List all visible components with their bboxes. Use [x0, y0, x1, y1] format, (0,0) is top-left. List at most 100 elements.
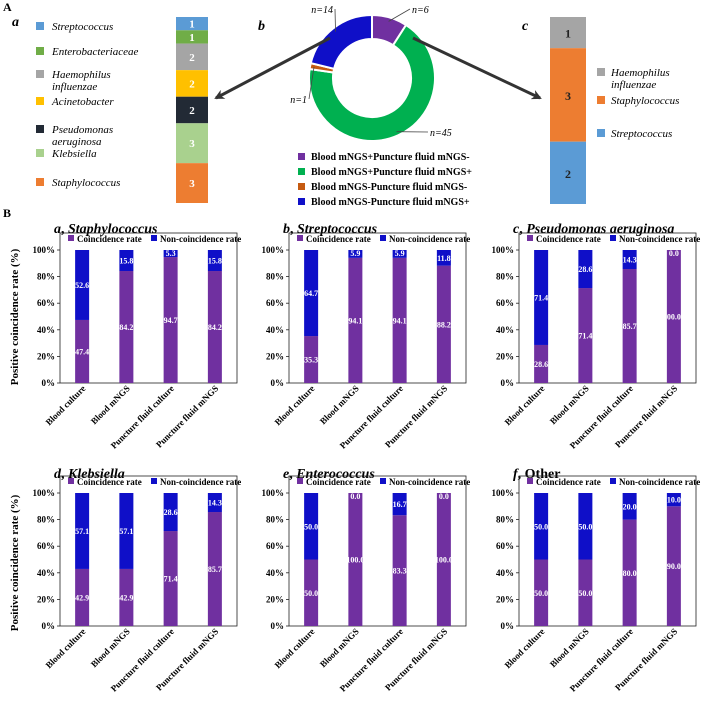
legend-swatch-coincidence	[297, 478, 303, 484]
y-tick-label: 0%	[42, 378, 56, 388]
y-axis-label-row1: Positive coincidence rate (%)	[9, 248, 21, 385]
chart-title: f, Other	[513, 467, 560, 482]
y-tick-label: 20%	[496, 351, 514, 361]
bar-value-coincidence: 100.0	[435, 556, 453, 565]
panel-b: b n=6 n=45 n=1 n=14 Blood mNGS+Puncture flu…	[258, 5, 472, 208]
bar-non-coincidence	[436, 250, 451, 266]
panel-a-stacked-bar: 11 2 2 2 3 3	[176, 17, 208, 203]
bar-value-coincidence: 00.0	[667, 313, 681, 322]
y-tick-label: 0%	[271, 621, 285, 631]
y-tick-label: 80%	[496, 272, 514, 282]
x-tick-label: Blood culture	[273, 383, 317, 427]
bar-coincidence	[622, 269, 637, 383]
legend-label: Staphylococcus	[611, 95, 679, 107]
arrow-to-panel-a	[214, 36, 331, 100]
chart-title: d, Klebsiella	[54, 467, 125, 482]
donut-leader-line	[308, 66, 315, 100]
bar-coincidence	[534, 559, 549, 626]
donut-count-label: n=6	[412, 5, 429, 16]
y-tick-label: 0%	[501, 378, 515, 388]
y-tick-label: 40%	[266, 568, 284, 578]
bar-non-coincidence	[304, 250, 319, 337]
x-tick-label: Blood culture	[503, 626, 547, 670]
x-tick-label: Blood mNGS	[89, 626, 132, 669]
stack-value-label: 2	[565, 167, 571, 181]
bar-coincidence	[163, 531, 178, 626]
legend-label-coincidence: Coincidence rate	[77, 477, 142, 487]
arrow-to-panel-c	[412, 36, 542, 100]
bar-value-non-coincidence: 20.0	[623, 502, 637, 511]
legend-swatch-coincidence	[297, 235, 303, 241]
legend-label-coincidence: Coincidence rate	[536, 234, 601, 244]
legend-label-coincidence: Coincidence rate	[536, 477, 601, 487]
bar-non-coincidence	[163, 493, 178, 532]
y-tick-label: 100%	[492, 245, 515, 255]
plot-frame	[59, 475, 238, 627]
bar-non-coincidence	[392, 493, 407, 516]
y-tick-label: 100%	[33, 488, 56, 498]
donut-count-label: n=14	[311, 5, 333, 16]
panel-a-legend: Streptococcus Enterobacteriaceae Haemophil…	[36, 21, 138, 189]
y-tick-label: 60%	[37, 541, 55, 551]
legend-label-non-coincidence: Non-coincidence rate	[160, 234, 241, 244]
legend-label-non-coincidence: Non-coincidence rate	[619, 477, 700, 487]
plot-frame	[288, 232, 467, 384]
y-tick-label: 60%	[496, 298, 514, 308]
legend-label-non-coincidence: Non-coincidence rate	[389, 477, 470, 487]
bar-value-coincidence: 50.0	[304, 589, 318, 598]
bar-coincidence	[75, 319, 90, 383]
legend-swatch-non-coincidence	[380, 478, 386, 484]
bar-value-non-coincidence: 14.3	[623, 256, 637, 265]
bar-non-coincidence	[578, 250, 593, 289]
bar-value-non-coincidence: 10.0	[667, 496, 681, 505]
y-tick-label: 100%	[262, 245, 285, 255]
bar-coincidence	[534, 344, 549, 383]
legend-label: Blood mNGS+Puncture fluid mNGS-	[311, 152, 470, 163]
legend-swatch	[597, 129, 605, 137]
bar-value-non-coincidence: 71.4	[534, 293, 548, 302]
legend-swatch-coincidence	[527, 235, 533, 241]
bar-coincidence	[163, 257, 178, 383]
stack-value-label: 1	[189, 32, 195, 44]
donut-count-label: n=45	[430, 128, 452, 139]
x-tick-label: Blood mNGS	[318, 383, 361, 426]
panel-b-letter: b	[258, 19, 265, 34]
legend-label-coincidence: Coincidence rate	[306, 234, 371, 244]
bar-value-non-coincidence: 28.6	[578, 265, 592, 274]
bar-non-coincidence	[207, 250, 222, 272]
y-axis-label-row2: Positive coincidence rate (%)	[9, 494, 21, 631]
legend-swatch	[298, 168, 305, 175]
stack-value-label: 3	[565, 89, 571, 103]
legend-label-line2: influenzae	[611, 79, 656, 91]
legend-label-line2: aeruginosa	[52, 136, 102, 148]
y-tick-label: 80%	[266, 515, 284, 525]
bar-value-non-coincidence: 11.8	[437, 254, 451, 263]
bar-value-non-coincidence: 5.9	[350, 249, 360, 258]
y-tick-label: 80%	[37, 272, 55, 282]
bar-coincidence	[119, 568, 134, 626]
y-tick-label: 100%	[262, 488, 285, 498]
bar-coincidence	[666, 506, 681, 626]
y-tick-label: 20%	[496, 594, 514, 604]
stack-segment-acinetobacter	[176, 70, 208, 97]
panel-c-stacked-bar: 1 3 2	[550, 17, 586, 204]
bar-non-coincidence	[666, 493, 681, 507]
panel-B-label: B	[3, 206, 11, 220]
bar-value-coincidence: 42.9	[119, 593, 133, 602]
bar-value-non-coincidence: 16.7	[393, 500, 407, 509]
donut-count-label: n=1	[290, 95, 307, 106]
bar-non-coincidence	[534, 250, 549, 345]
bar-non-coincidence	[75, 250, 90, 320]
y-tick-label: 100%	[492, 488, 515, 498]
bar-value-non-coincidence: 15.8	[119, 257, 133, 266]
x-tick-label: Blood culture	[44, 383, 88, 427]
y-tick-label: 40%	[37, 325, 55, 335]
legend-label: Staphylococcus	[52, 177, 120, 189]
bar-coincidence	[578, 559, 593, 626]
legend-swatch	[36, 125, 44, 133]
